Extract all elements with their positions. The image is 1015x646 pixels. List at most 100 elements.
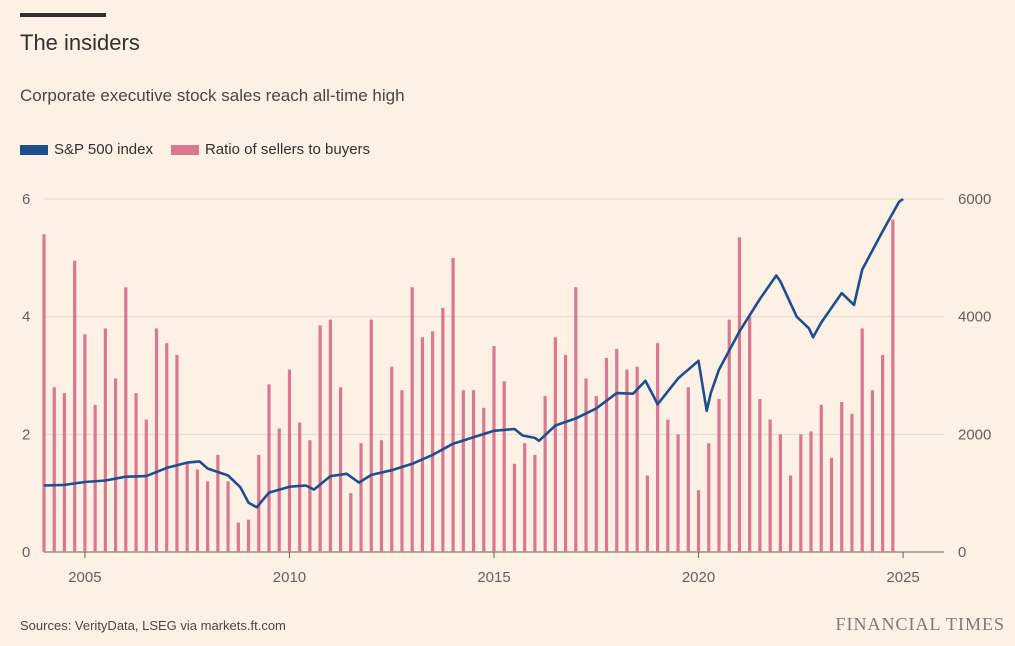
y-right-tick-label: 0 bbox=[958, 544, 966, 561]
ratio-bar bbox=[778, 434, 782, 552]
y-right-tick-label: 2000 bbox=[958, 426, 991, 443]
ratio-bar bbox=[809, 431, 813, 552]
ratio-bar bbox=[666, 419, 670, 552]
x-tick-label: 2010 bbox=[273, 569, 306, 586]
x-tick-label: 2005 bbox=[68, 569, 101, 586]
ratio-bar bbox=[553, 337, 557, 552]
x-tick-label: 2020 bbox=[682, 569, 715, 586]
ratio-bar bbox=[492, 346, 496, 552]
ratio-bar bbox=[829, 457, 834, 552]
ratio-bar bbox=[379, 440, 384, 552]
ratio-bar bbox=[420, 337, 425, 552]
ratio-bar bbox=[298, 422, 302, 552]
ratio-bar bbox=[328, 319, 332, 552]
ratio-bar bbox=[461, 390, 465, 552]
ratio-bar bbox=[134, 393, 138, 552]
ratio-bar bbox=[533, 454, 537, 552]
ratio-bar bbox=[891, 219, 895, 552]
ratio-bar bbox=[93, 404, 97, 552]
legend-label-sp500: S&P 500 index bbox=[54, 141, 153, 158]
source-note: Sources: VerityData, LSEG via markets.ft… bbox=[20, 618, 286, 633]
ratio-bar bbox=[748, 316, 752, 552]
ratio-bar bbox=[512, 463, 517, 552]
ratio-bar bbox=[768, 419, 772, 552]
ratio-bar bbox=[604, 357, 609, 552]
ratio-bar bbox=[850, 413, 854, 552]
y-left-tick-label: 6 bbox=[22, 191, 30, 208]
ratio-bar bbox=[707, 443, 711, 552]
ratio-bar bbox=[83, 334, 87, 552]
ratio-bar bbox=[471, 390, 476, 552]
ratio-bar bbox=[113, 378, 118, 552]
ratio-bar bbox=[226, 481, 230, 552]
legend-label-ratio: Ratio of sellers to buyers bbox=[204, 141, 371, 158]
ratio-bar bbox=[359, 443, 363, 552]
ratio-bar bbox=[338, 387, 343, 552]
legend-item-ratio: Ratio of sellers to buyers bbox=[170, 141, 371, 158]
ratio-bar bbox=[144, 419, 148, 552]
ratio-bar bbox=[62, 393, 67, 552]
ratio-bar bbox=[696, 490, 701, 552]
ratio-bar bbox=[594, 396, 598, 552]
ratio-bar bbox=[870, 390, 875, 552]
sp500-line bbox=[43, 197, 904, 509]
ratio-bar bbox=[195, 469, 200, 552]
ratio-bar bbox=[737, 237, 742, 552]
ratio-bar bbox=[840, 401, 844, 552]
ratio-bar bbox=[482, 407, 486, 552]
ratio-bar bbox=[400, 390, 404, 552]
ratio-bar bbox=[758, 399, 762, 552]
ratio-bar bbox=[676, 434, 680, 552]
ratio-bar bbox=[881, 354, 885, 552]
ratio-bar bbox=[103, 328, 107, 552]
ratio-bar bbox=[52, 387, 56, 552]
ratio-bar bbox=[441, 307, 445, 552]
ratio-bar bbox=[216, 454, 220, 552]
chart-title: The insiders bbox=[20, 30, 140, 55]
ratio-bar bbox=[563, 354, 568, 552]
chart-subtitle: Corporate executive stock sales reach al… bbox=[20, 86, 405, 105]
ratio-bar bbox=[369, 319, 373, 552]
ratio-bar bbox=[431, 331, 435, 552]
ratio-bar bbox=[73, 260, 77, 552]
ratio-bar bbox=[645, 475, 650, 552]
ratio-bar bbox=[246, 519, 251, 552]
ratio-bar bbox=[819, 404, 823, 552]
ratio-bar bbox=[390, 366, 394, 552]
legend-swatch-sp500 bbox=[20, 144, 48, 155]
x-tick-label: 2015 bbox=[477, 569, 510, 586]
legend-item-sp500: S&P 500 index bbox=[20, 141, 153, 158]
ratio-bar bbox=[502, 381, 506, 552]
ratio-bar bbox=[308, 440, 312, 552]
legend-swatch-ratio bbox=[170, 144, 199, 155]
ratio-bar bbox=[788, 475, 793, 552]
title-rule bbox=[20, 13, 106, 17]
ratio-bar bbox=[717, 399, 721, 552]
ratio-bar bbox=[206, 481, 210, 552]
ratio-bar bbox=[236, 522, 240, 552]
y-left-tick-label: 0 bbox=[22, 544, 30, 561]
ratio-bar bbox=[287, 369, 292, 552]
y-right-tick-label: 6000 bbox=[958, 191, 991, 208]
ratio-bar bbox=[523, 443, 527, 552]
ratio-bar bbox=[410, 287, 414, 552]
ratio-bar bbox=[727, 319, 731, 552]
ratio-bar bbox=[185, 463, 189, 552]
ratio-bar bbox=[625, 369, 629, 552]
ratio-bar bbox=[349, 493, 353, 552]
ratio-bar bbox=[686, 387, 690, 552]
ratio-bar bbox=[124, 287, 128, 552]
ratio-bar bbox=[267, 384, 271, 552]
ratio-bar bbox=[584, 378, 588, 552]
ratio-bar bbox=[635, 366, 639, 552]
ratio-bar bbox=[165, 343, 169, 552]
y-left-tick-label: 4 bbox=[22, 309, 30, 326]
ratio-bar bbox=[860, 328, 864, 552]
ratio-bar bbox=[799, 434, 803, 552]
ratio-bar bbox=[656, 343, 660, 552]
ratio-bar bbox=[318, 325, 322, 552]
publisher-logo: FINANCIAL TIMES bbox=[835, 614, 1005, 634]
x-tick-label: 2025 bbox=[886, 569, 919, 586]
ratio-bar bbox=[154, 328, 159, 552]
